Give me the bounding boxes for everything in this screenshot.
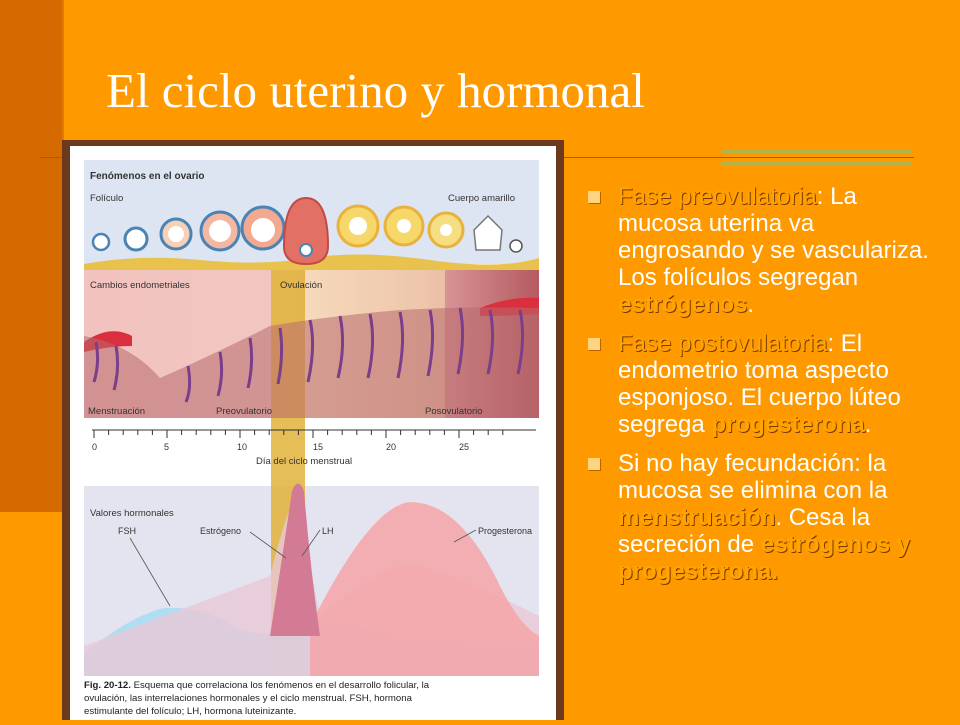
bullet-text-end: .: [864, 411, 872, 438]
phase-preovulatory: Preovulatorio: [216, 406, 272, 417]
decorative-bar-top: [722, 149, 912, 153]
axis-title: Día del ciclo menstrual: [256, 456, 352, 467]
decorative-bar-bottom: [722, 161, 912, 165]
bullet-text-end: .: [747, 291, 755, 318]
bullet-list: Fase preovulatoria: La mucosa uterina va…: [582, 183, 942, 597]
bullet-postovulatory: Fase postovulatoria: El endometrio toma …: [582, 330, 942, 438]
tick-label-15: 15: [313, 442, 323, 452]
bullet-text: : El endometrio toma aspecto esponjoso. …: [618, 330, 901, 438]
hormone-title: Valores hormonales: [90, 508, 174, 519]
tick-label-25: 25: [459, 442, 469, 452]
label-leaders: [129, 529, 477, 607]
phase-menstruation: Menstruación: [88, 406, 145, 417]
estrogen-label: Estrógeno: [200, 526, 241, 536]
caption-number: Fig. 20-12.: [84, 680, 131, 691]
bullet-emphasis: progesterona: [711, 411, 865, 438]
uterine-glands: [92, 307, 525, 403]
bullet-text: Si no hay fecundación: la mucosa se elim…: [618, 450, 888, 504]
ovary-label: Fenómenos en el ovario: [90, 171, 204, 182]
bullet-text-mid: . Cesa la secreción de: [618, 504, 871, 558]
bullet-no-fertilization: Si no hay fecundación: la mucosa se elim…: [582, 450, 942, 585]
cycle-figure: Fenómenos en el ovario Folículo Cuerpo a…: [62, 140, 564, 720]
title-rule-stub: [40, 157, 64, 158]
phase-postovulatory: Posovulatorio: [425, 406, 483, 417]
ovulation-follicle-icon: [282, 196, 330, 266]
follicle-icon: [91, 205, 286, 252]
corpus-luteum-label: Cuerpo amarillo: [448, 193, 515, 204]
tick-label-5: 5: [164, 442, 169, 452]
figure-caption-line2: ovulación, las interrelaciones hormonale…: [84, 693, 413, 704]
ovulation-label: Ovulación: [280, 280, 322, 291]
bullet-emphasis: estrógenos: [618, 291, 748, 318]
corpus-luteum-icon: [336, 204, 523, 253]
fsh-label: FSH: [118, 526, 136, 536]
slide-title: El ciclo uterino y hormonal: [106, 63, 645, 118]
left-accent-band: [0, 0, 62, 512]
figure-caption-line1: Fig. 20-12. Esquema que correlaciona los…: [84, 680, 430, 691]
bullet-text: : La mucosa uterina va engrosando y se v…: [618, 183, 929, 291]
cycle-diagram: Fenómenos en el ovario Folículo Cuerpo a…: [84, 160, 539, 717]
progesterone-curve: [310, 502, 539, 676]
bullet-term: Fase postovulatoria: [618, 330, 828, 357]
progesterone-label: Progesterona: [478, 526, 532, 536]
bullet-emphasis: menstruación: [618, 504, 776, 531]
bullet-square-icon: [588, 458, 600, 470]
tick-label-0: 0: [92, 442, 97, 452]
bullet-square-icon: [588, 338, 600, 350]
bullet-term: Fase preovulatoria: [618, 183, 817, 210]
lh-curve: [270, 483, 320, 636]
tick-label-20: 20: [386, 442, 396, 452]
follicle-label: Folículo: [90, 193, 123, 204]
lh-label: LH: [322, 526, 334, 536]
bullet-square-icon: [588, 191, 600, 203]
figure-caption-line3: estimulante del folículo; LH, hormona lu…: [84, 706, 296, 717]
bullet-emphasis-end: estrógenos y progesterona.: [618, 531, 911, 585]
endometrial-label: Cambios endometriales: [90, 280, 190, 291]
figure-panel: Fenómenos en el ovario Folículo Cuerpo a…: [70, 146, 556, 720]
bullet-preovulatory: Fase preovulatoria: La mucosa uterina va…: [582, 183, 942, 318]
tick-label-10: 10: [237, 442, 247, 452]
day-axis-ticks: [93, 430, 504, 438]
